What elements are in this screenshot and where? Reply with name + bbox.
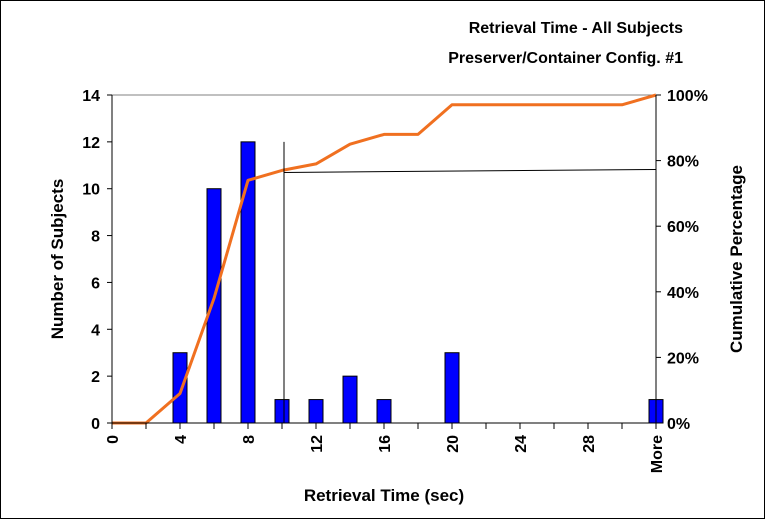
y-tick-label: 8	[91, 229, 100, 246]
cumulative-line	[112, 93, 657, 425]
x-axis-label: Retrieval Time (sec)	[304, 486, 464, 505]
bar	[308, 399, 324, 424]
y-tick-label: 12	[82, 135, 100, 152]
bar	[206, 188, 222, 424]
x-tick-label: 0	[105, 435, 122, 444]
x-tick-label: 12	[309, 435, 326, 453]
bar	[342, 375, 358, 424]
chart-title-line-1: Retrieval Time - All Subjects	[469, 20, 683, 37]
y2-axis-label: Cumulative Percentage	[727, 165, 746, 353]
x-tick-label: 4	[173, 435, 190, 444]
y2-tick-label: 20%	[667, 350, 699, 367]
x-tick-label: 28	[581, 435, 598, 453]
x-tick-label: 16	[377, 435, 394, 453]
y2-tick-label: 80%	[667, 154, 699, 171]
bar	[444, 352, 460, 424]
y2-tick-label: 40%	[667, 285, 699, 302]
y-tick-label: 14	[82, 88, 100, 105]
x-tick-label: 8	[241, 435, 258, 444]
plot-area	[111, 94, 657, 424]
y-axis-label: Number of Subjects	[48, 179, 67, 340]
y-tick-label: 2	[91, 369, 100, 386]
annotation-horizontal-line	[283, 168, 657, 173]
bar	[172, 352, 188, 424]
bar	[274, 399, 290, 424]
chart-title-line-2: Preserver/Container Config. #1	[448, 50, 683, 67]
x-tick-label: 20	[445, 435, 462, 453]
y2-tick-label: 100%	[667, 88, 708, 105]
y-tick-label: 0	[91, 416, 100, 433]
y2-tick-label: 60%	[667, 219, 699, 236]
x-tick-label: More	[649, 435, 666, 473]
x-tick-label: 24	[513, 435, 530, 453]
y-tick-label: 6	[91, 275, 100, 292]
bar	[376, 399, 392, 424]
y-tick-label: 10	[82, 182, 100, 199]
y-tick-label: 4	[91, 322, 100, 339]
y2-tick-label: 0%	[667, 416, 690, 433]
